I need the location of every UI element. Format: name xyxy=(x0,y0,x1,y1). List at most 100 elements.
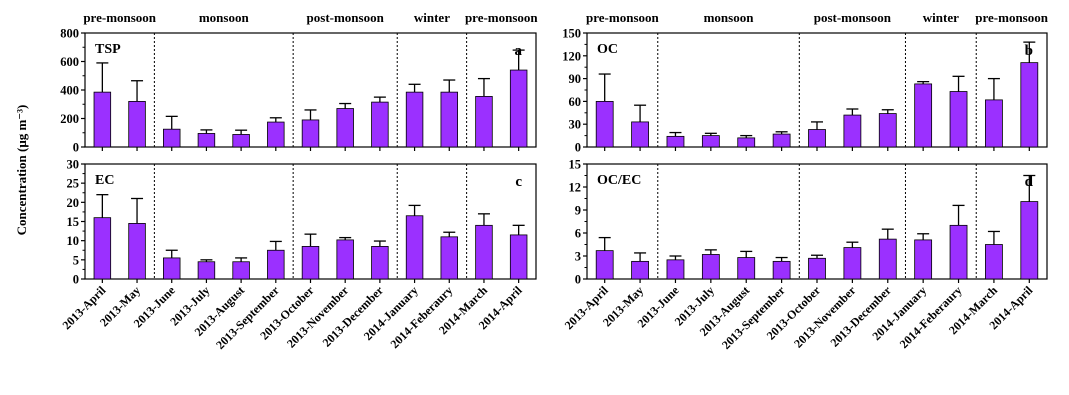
a-bar-6 xyxy=(301,119,320,148)
b-season-label-0: pre-monsoon xyxy=(586,10,659,25)
a-bar-5 xyxy=(267,121,285,148)
b-ytick-label-0: 0 xyxy=(575,141,581,155)
c-panel-letter: c xyxy=(515,174,522,190)
a-bar-12 xyxy=(509,69,528,148)
b-ytick-label-2: 60 xyxy=(569,95,582,109)
b-bar-1 xyxy=(631,121,649,148)
b-season-label-1: monsoon xyxy=(704,10,755,25)
b-bar-5 xyxy=(772,133,791,148)
b-bar-11 xyxy=(985,99,1003,148)
d-bar-11 xyxy=(985,244,1003,280)
b-ytick-label-4: 120 xyxy=(562,49,581,63)
c-bar-7 xyxy=(336,239,354,280)
a-bar-8 xyxy=(371,101,389,148)
c-ytick-label-6: 30 xyxy=(67,158,80,172)
d-ytick-label-0: 0 xyxy=(575,273,581,287)
c-ytick-label-5: 25 xyxy=(67,177,80,191)
a-bar-0 xyxy=(93,91,112,148)
d-bar-8 xyxy=(878,238,897,280)
a-panel-letter: a xyxy=(515,43,523,59)
d-bar-5 xyxy=(772,260,791,280)
a-bar-3 xyxy=(197,133,216,148)
d-xtick-label-10: 2014-Feberaury xyxy=(897,283,965,351)
d-xtick-label-7: 2013-November xyxy=(791,283,859,351)
b-bar-6 xyxy=(808,129,826,148)
b-bar-4 xyxy=(737,137,756,148)
b-bar-7 xyxy=(843,114,862,148)
c-bar-4 xyxy=(232,261,250,280)
d-panel-label: OC/EC xyxy=(597,173,641,188)
a-season-label-1: monsoon xyxy=(199,10,250,25)
b-bar-0 xyxy=(595,101,614,148)
d-bar-6 xyxy=(808,257,826,280)
c-bar-3 xyxy=(197,261,216,280)
y-axis-label: Concentration (μg m⁻³) xyxy=(14,105,29,236)
a-ytick-label-0: 0 xyxy=(73,141,79,155)
d-bar-1 xyxy=(631,260,649,280)
d-bar-12 xyxy=(1020,201,1039,280)
a-ytick-label-2: 400 xyxy=(60,84,79,98)
b-ytick-label-5: 150 xyxy=(562,27,581,41)
b-season-label-3: winter xyxy=(923,10,959,25)
d-panel-letter: d xyxy=(1025,174,1034,190)
b-bar-2 xyxy=(666,135,685,148)
b-season-label-2: post-monsoon xyxy=(814,10,892,25)
c-ytick-label-0: 0 xyxy=(73,273,79,287)
c-bar-11 xyxy=(475,224,493,280)
b-panel-label: OC xyxy=(597,42,618,57)
c-bar-9 xyxy=(405,215,424,280)
d-bar-4 xyxy=(737,257,756,280)
c-ytick-label-4: 20 xyxy=(67,196,80,210)
b-ytick-label-1: 30 xyxy=(569,118,582,132)
c-ytick-label-2: 10 xyxy=(67,234,80,248)
d-ytick-label-1: 3 xyxy=(575,250,581,264)
d-ytick-label-5: 15 xyxy=(569,158,582,172)
a-season-label-4: pre-monsoon xyxy=(465,10,538,25)
b-season-label-4: pre-monsoon xyxy=(975,10,1048,25)
d-ytick-label-4: 12 xyxy=(569,181,582,195)
d-ytick-label-2: 6 xyxy=(575,227,581,241)
c-bar-6 xyxy=(301,246,320,280)
a-bar-2 xyxy=(163,128,181,148)
b-ytick-label-3: 90 xyxy=(569,72,582,86)
a-ytick-label-3: 600 xyxy=(60,55,79,69)
a-season-label-0: pre-monsoon xyxy=(83,10,156,25)
c-bar-5 xyxy=(267,249,285,280)
d-bar-0 xyxy=(595,250,614,280)
c-bar-10 xyxy=(440,236,458,280)
a-season-label-3: winter xyxy=(414,10,450,25)
d-bar-9 xyxy=(914,239,933,280)
a-season-label-2: post-monsoon xyxy=(307,10,385,25)
a-bar-11 xyxy=(475,96,493,148)
a-ytick-label-1: 200 xyxy=(60,112,79,126)
c-bar-2 xyxy=(163,257,181,280)
b-bar-10 xyxy=(949,91,968,148)
a-bar-4 xyxy=(232,134,250,148)
b-bar-3 xyxy=(701,135,720,148)
c-ytick-label-3: 15 xyxy=(67,215,80,229)
a-panel-label: TSP xyxy=(95,42,121,57)
c-bar-0 xyxy=(93,217,112,280)
c-bar-1 xyxy=(128,223,146,280)
b-bar-9 xyxy=(914,83,933,148)
a-bar-7 xyxy=(336,108,354,148)
a-ytick-label-4: 800 xyxy=(60,27,79,41)
c-bar-12 xyxy=(509,234,528,280)
d-bar-10 xyxy=(949,224,968,280)
d-bar-3 xyxy=(701,254,720,280)
c-bar-8 xyxy=(371,246,389,280)
b-bar-8 xyxy=(878,113,897,148)
a-bar-1 xyxy=(128,101,146,148)
a-bar-10 xyxy=(440,91,458,148)
b-bar-12 xyxy=(1020,62,1039,148)
a-bar-9 xyxy=(405,91,424,148)
c-panel-label: EC xyxy=(95,173,114,188)
c-ytick-label-1: 5 xyxy=(73,253,79,267)
d-ytick-label-3: 9 xyxy=(575,204,581,218)
d-xtick-label-8: 2013-December xyxy=(827,283,894,350)
d-bar-7 xyxy=(843,247,862,280)
d-bar-2 xyxy=(666,259,685,280)
b-panel-letter: b xyxy=(1025,43,1033,59)
